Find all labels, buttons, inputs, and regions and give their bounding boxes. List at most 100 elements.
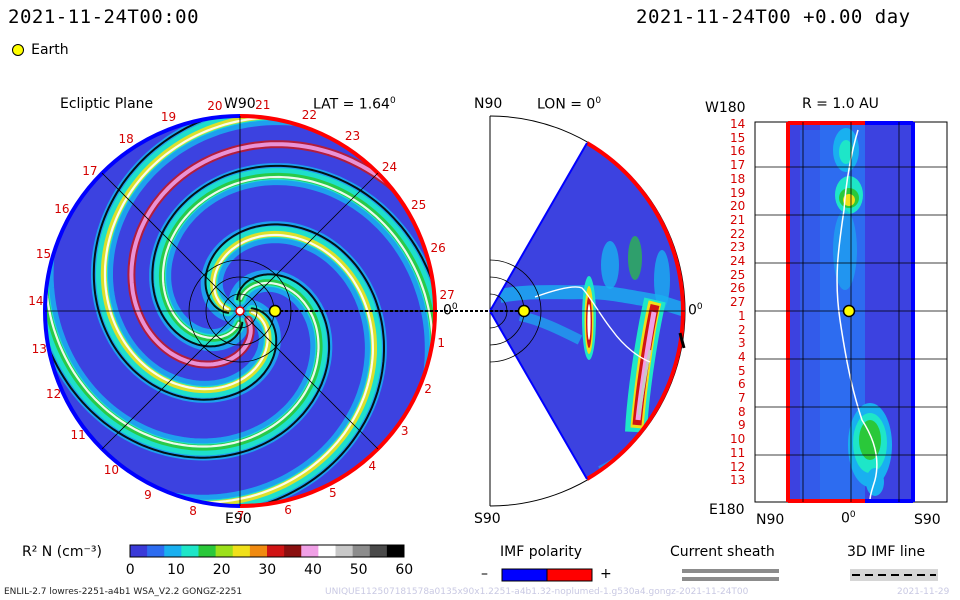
radial-y-tick: 20 [730, 199, 746, 214]
imf-line-swatch [850, 569, 938, 581]
current-sheath-swatch [682, 569, 779, 582]
ecliptic-rim-number: 9 [144, 488, 152, 503]
colorbar-tick: 20 [212, 562, 231, 578]
ecliptic-rim-number: 10 [103, 462, 120, 477]
colorbar-segment [386, 545, 405, 557]
ecliptic-rim-number: 21 [255, 98, 271, 113]
radial-bottom-left-label: E180 [709, 502, 745, 518]
earth-meridional-icon [517, 304, 531, 318]
model-info: ENLIL-2.7 lowres-2251-a4b1 WSA_V2.2 GONG… [4, 587, 243, 597]
radial-y-tick: 10 [730, 432, 746, 447]
earth-radial-icon [842, 304, 856, 318]
radial-y-tick: 7 [738, 391, 746, 405]
lat-label: LAT = 1.640 [313, 96, 396, 113]
radial-y-tick: 24 [730, 254, 746, 268]
colorbar-segment [267, 545, 285, 557]
imf-line-label: 3D IMF line [847, 544, 926, 560]
ecliptic-rim-number: 16 [54, 202, 70, 217]
earth-icon [268, 304, 282, 318]
colorbar-segment [215, 545, 234, 557]
radial-y-tick: 14 [730, 117, 746, 131]
colorbar-segment [335, 545, 354, 557]
colorbar-segment [147, 545, 165, 557]
ecliptic-rim-number: 5 [328, 485, 337, 500]
imf-minus-label: – [481, 566, 488, 582]
radial-r-label: R = 1.0 AU [802, 96, 879, 112]
meridional-wedge [489, 115, 686, 507]
earth-legend: Earth [12, 39, 69, 58]
radial-y-tick: 2 [738, 322, 746, 337]
colorbar-tick: 0 [125, 562, 135, 578]
ecliptic-rim-number: 26 [430, 241, 446, 256]
radial-y-tick: 21 [730, 212, 746, 227]
ecliptic-disk [43, 114, 490, 508]
colorbar-segment [198, 545, 217, 557]
ecliptic-rim-number: 25 [410, 197, 427, 212]
colorbar [129, 544, 405, 558]
earth-legend-label: Earth [31, 41, 69, 58]
ecliptic-rim-number: 20 [207, 98, 223, 113]
lon-label: LON = 00 [537, 96, 602, 113]
ecliptic-rim-number: 23 [344, 129, 361, 144]
radial-x-label-n90: N90 [756, 512, 785, 528]
radial-y-tick: 9 [738, 418, 746, 433]
colorbar-segment [164, 545, 182, 557]
radial-y-tick: 25 [730, 267, 746, 282]
ecliptic-rim-number: 7 [236, 508, 245, 523]
radial-y-tick: 16 [730, 144, 746, 159]
radial-y-tick: 8 [738, 404, 746, 419]
ecliptic-rim-number: 18 [118, 132, 134, 147]
watermark-date: 2021-11-29 [897, 587, 950, 597]
ecliptic-rim-number: 15 [35, 246, 52, 261]
imf-plus-label: + [600, 566, 612, 582]
current-sheath-label: Current sheath [670, 544, 775, 560]
earth-marker-icon [12, 43, 24, 56]
colorbar-tick: 50 [349, 562, 368, 578]
radial-top-left-label: W180 [705, 100, 746, 116]
watermark: UNIQUE112507181578a0135x90x1.2251-a4b1.3… [325, 587, 749, 597]
ecliptic-rim-number: 1 [437, 336, 445, 350]
colorbar-segment [301, 545, 319, 557]
ecliptic-rim-number: 3 [400, 423, 409, 438]
colorbar-tick: 10 [167, 562, 185, 578]
radial-y-tick: 27 [730, 295, 746, 310]
meridional-bottom-label: S90 [474, 511, 501, 527]
imf-polarity-label: IMF polarity [500, 544, 583, 560]
ecliptic-rim-number: 17 [82, 163, 98, 178]
timestamp-left: 2021-11-24T00:00 [8, 6, 200, 28]
radial-y-tick: 17 [730, 158, 746, 173]
colorbar-segment [352, 545, 371, 557]
meridional-zero-label: 00 [688, 302, 703, 319]
ecliptic-rim-number: 22 [301, 108, 318, 123]
radial-y-tick: 6 [738, 377, 746, 392]
colorbar-label: R² N (cm⁻³) [22, 544, 102, 560]
radial-y-tick: 11 [730, 445, 746, 460]
sun-icon [235, 306, 245, 316]
radial-x-label-s90: S90 [914, 512, 941, 528]
radial-y-tick: 3 [738, 336, 746, 351]
ecliptic-top-label: W90 [224, 96, 256, 112]
ecliptic-rim-number: 8 [189, 504, 197, 519]
ecliptic-rim-number: 12 [45, 387, 62, 402]
radial-y-tick: 18 [730, 171, 746, 186]
colorbar-segment [318, 545, 336, 557]
ecliptic-bottom-label: E90 [225, 511, 252, 527]
ecliptic-rim-number: 6 [284, 502, 292, 517]
colorbar-tick: 60 [395, 562, 414, 578]
colorbar-segment [369, 545, 388, 557]
timestamp-right: 2021-11-24T00 +0.00 day [636, 6, 911, 28]
ecliptic-rim-number: 24 [381, 159, 398, 174]
imf-polarity-bar [501, 568, 593, 582]
radial-y-tick: 22 [730, 226, 746, 241]
colorbar-segment [232, 545, 251, 557]
radial-y-tick: 23 [730, 240, 746, 255]
ecliptic-title: Ecliptic Plane [60, 96, 154, 112]
colorbar-segment [284, 545, 302, 557]
ecliptic-rim-number: 2 [424, 382, 432, 396]
colorbar-tick: 30 [258, 562, 277, 578]
ecliptic-rim-number: 13 [31, 341, 47, 356]
colorbar-tick: 40 [304, 562, 322, 578]
colorbar-segment [181, 545, 199, 557]
radial-y-tick: 19 [730, 185, 746, 200]
